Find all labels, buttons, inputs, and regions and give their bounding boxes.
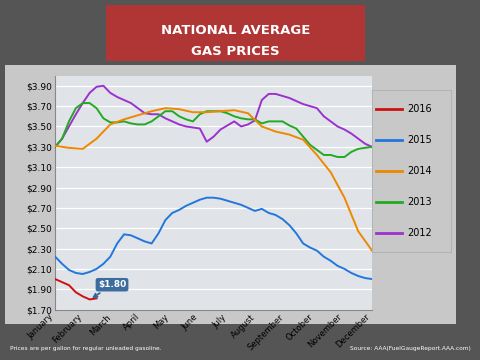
- Text: GAS PRICES: GAS PRICES: [191, 45, 279, 58]
- Text: 2014: 2014: [408, 166, 432, 176]
- Text: Source: AAA(FuelGaugeReport.AAA.com): Source: AAA(FuelGaugeReport.AAA.com): [349, 346, 470, 351]
- Text: Prices are per gallon for regular unleaded gasoline.: Prices are per gallon for regular unlead…: [10, 346, 161, 351]
- Text: NATIONAL AVERAGE: NATIONAL AVERAGE: [160, 24, 310, 37]
- Text: 2015: 2015: [408, 135, 432, 145]
- Text: 2013: 2013: [408, 197, 432, 207]
- Text: 2016: 2016: [408, 104, 432, 114]
- Text: 2012: 2012: [408, 228, 432, 238]
- Text: $1.80: $1.80: [94, 280, 126, 297]
